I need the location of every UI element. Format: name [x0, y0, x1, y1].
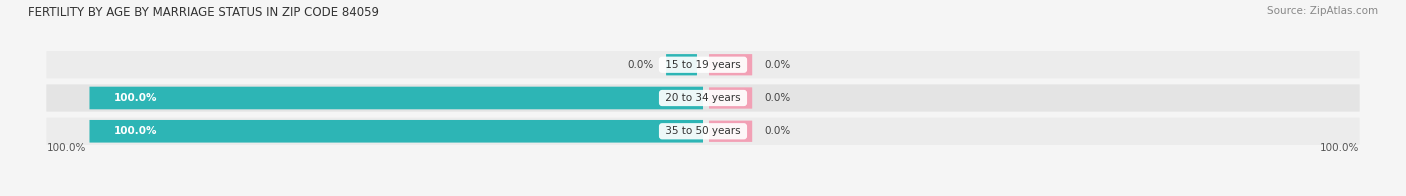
FancyBboxPatch shape — [46, 118, 1360, 145]
FancyBboxPatch shape — [666, 54, 697, 75]
FancyBboxPatch shape — [90, 120, 703, 142]
Text: 35 to 50 years: 35 to 50 years — [662, 126, 744, 136]
Text: 100.0%: 100.0% — [114, 126, 157, 136]
Text: 20 to 34 years: 20 to 34 years — [662, 93, 744, 103]
Text: 15 to 19 years: 15 to 19 years — [662, 60, 744, 70]
Text: 0.0%: 0.0% — [627, 60, 654, 70]
FancyBboxPatch shape — [666, 121, 697, 142]
Text: 100.0%: 100.0% — [1320, 143, 1360, 153]
Text: 0.0%: 0.0% — [765, 60, 790, 70]
Text: FERTILITY BY AGE BY MARRIAGE STATUS IN ZIP CODE 84059: FERTILITY BY AGE BY MARRIAGE STATUS IN Z… — [28, 6, 380, 19]
Text: 100.0%: 100.0% — [46, 143, 86, 153]
FancyBboxPatch shape — [709, 121, 752, 142]
FancyBboxPatch shape — [709, 54, 752, 75]
Text: 0.0%: 0.0% — [765, 93, 790, 103]
FancyBboxPatch shape — [46, 84, 1360, 112]
Text: 0.0%: 0.0% — [765, 126, 790, 136]
Text: Source: ZipAtlas.com: Source: ZipAtlas.com — [1267, 6, 1378, 16]
FancyBboxPatch shape — [666, 87, 697, 109]
Text: 100.0%: 100.0% — [114, 93, 157, 103]
FancyBboxPatch shape — [90, 87, 703, 109]
FancyBboxPatch shape — [46, 51, 1360, 78]
FancyBboxPatch shape — [709, 87, 752, 109]
